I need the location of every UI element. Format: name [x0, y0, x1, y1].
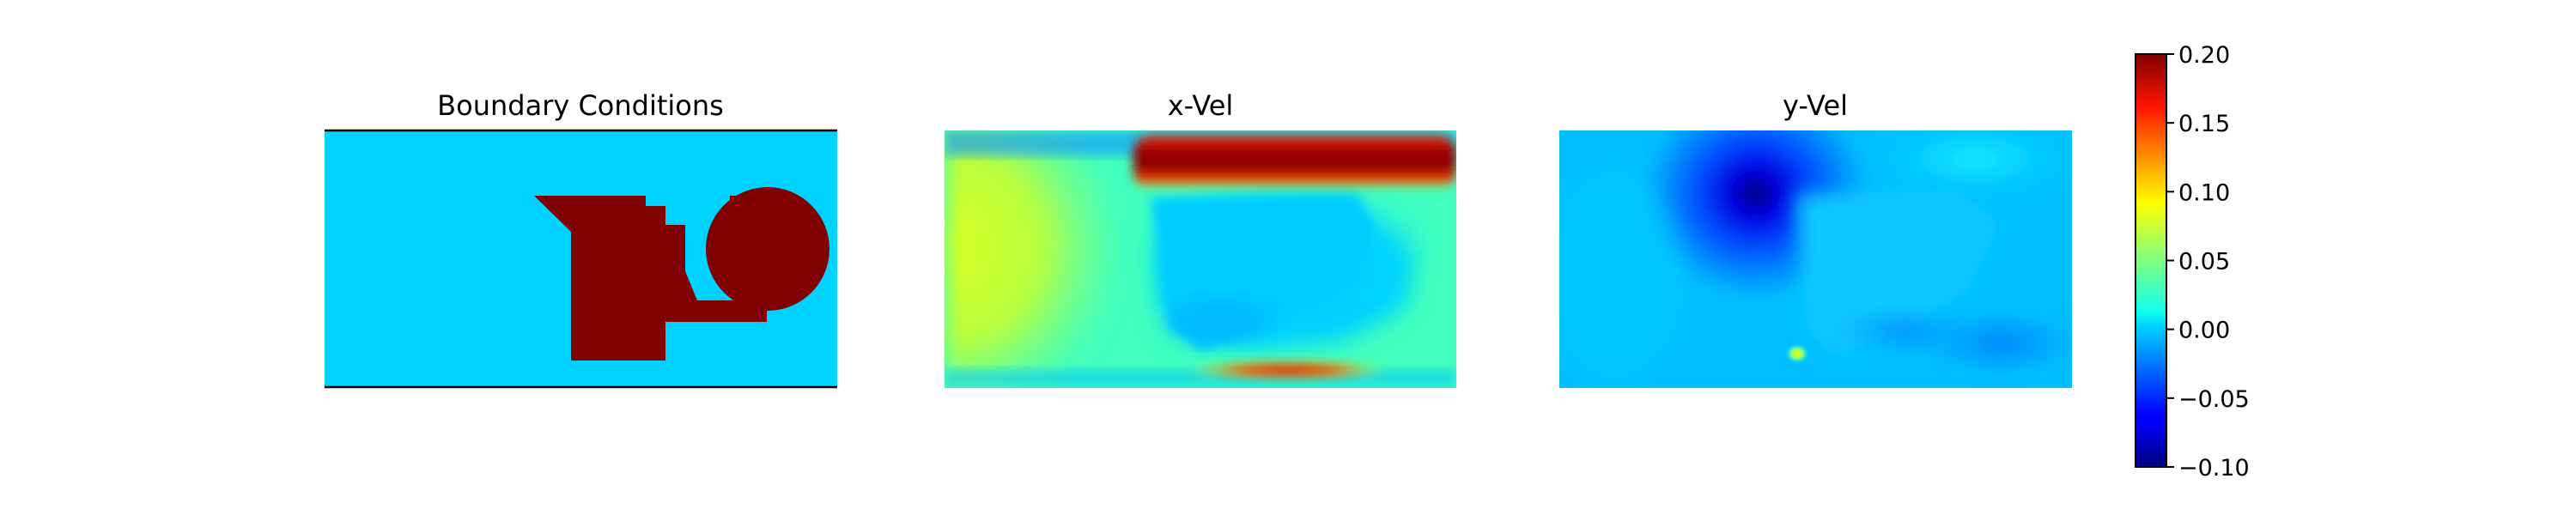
colorbar: −0.10 −0.05 0.00 0.05 0.10 0.15 0.20 [2135, 42, 2250, 482]
colorbar-tick-label: 0.05 [2178, 249, 2230, 276]
colorbar-gradient [2136, 54, 2166, 467]
boundary-conditions-panel: Boundary Conditions [325, 89, 837, 389]
colorbar-tick-label: 0.15 [2178, 111, 2230, 137]
colorbar-ticks: −0.10 −0.05 0.00 0.05 0.10 0.15 0.20 [2166, 42, 2250, 482]
colorbar-tick-label: −0.05 [2178, 386, 2250, 413]
x-vel-field [945, 130, 1456, 388]
colorbar-tick-label: 0.00 [2178, 318, 2230, 344]
x-vel-panel: x-Vel [945, 89, 1456, 388]
colorbar-tick-label: 0.10 [2178, 179, 2230, 206]
y-vel-field [1559, 130, 2072, 388]
panel-title-x-vel: x-Vel [1168, 89, 1234, 122]
y-vel-panel: y-Vel [1559, 89, 2072, 388]
panel-title-boundary: Boundary Conditions [437, 89, 724, 122]
colorbar-tick-label: −0.10 [2178, 455, 2250, 482]
boundary-solid-obstacle [534, 187, 829, 360]
colorbar-tick-label: 0.20 [2178, 42, 2230, 69]
panel-title-y-vel: y-Vel [1783, 89, 1848, 122]
